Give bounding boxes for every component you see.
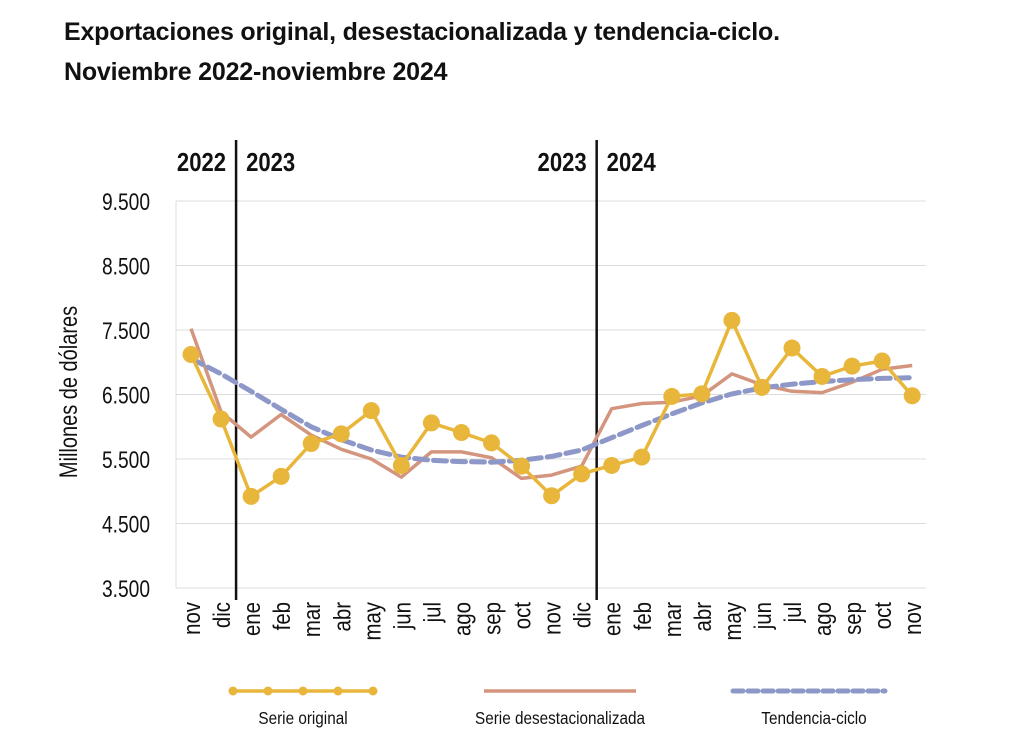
legend-marker [228,686,238,696]
series-line-2 [188,355,915,465]
y-tick-label: 3.500 [102,575,150,603]
y-tick-label: 4.500 [102,510,150,538]
data-point [272,467,290,485]
x-tick-label: ene [239,602,266,636]
series-line-0 [189,318,914,499]
data-point [843,357,861,375]
y-tick-label: 7.500 [102,317,150,345]
data-point [663,387,681,405]
x-tick-label: may [719,601,746,640]
x-tick-label: feb [629,602,656,630]
data-point [723,311,741,329]
x-tick-label: may [359,601,386,640]
x-tick-label: nov [900,601,927,635]
x-tick-label: nov [539,601,566,635]
x-tick-label: mar [299,601,326,637]
data-point [483,434,500,452]
data-point [903,387,921,405]
data-point [452,424,470,442]
x-tick-label: nov [178,601,205,635]
data-point [182,346,200,364]
data-point [753,378,771,396]
year-label: 2022 [177,148,226,177]
year-label: 2023 [538,148,587,177]
data-point [813,367,831,385]
x-tick-label: sep [479,602,506,635]
x-tick-label: oct [870,601,897,629]
chart-title: Exportaciones original, desestacionaliza… [64,18,780,46]
data-point [242,487,260,505]
x-tick-label: sep [840,602,867,635]
legend-marker [263,686,273,696]
data-point [873,352,891,370]
x-tick-label: abr [329,601,356,631]
x-tick-label: jul [779,602,806,623]
x-tick-label: jun [749,602,776,630]
legend-label: Serie original [258,708,347,728]
x-tick-label: dic [569,602,596,628]
x-tick-label: abr [689,601,716,631]
data-point [573,465,591,483]
data-point [603,456,621,474]
x-tick-label: ago [449,602,476,636]
chart-title-block: Exportaciones original, desestacionaliza… [64,12,1004,92]
y-tick-label: 5.500 [102,446,150,474]
data-point [212,410,230,428]
data-point [302,435,320,453]
data-point [783,339,801,357]
x-tick-label: ago [809,602,836,636]
chart-subtitle: Noviembre 2022-noviembre 2024 [64,58,448,86]
x-tick-label: jun [389,602,416,630]
x-tick-label: ene [599,602,626,636]
x-tick-label: mar [659,601,686,637]
legend-marker [368,686,378,696]
y-axis-label: Millones de dólares [55,306,83,478]
data-point [422,414,440,432]
x-tick-label: oct [509,601,536,629]
year-label: 2023 [246,148,295,177]
x-tick-label: dic [208,602,235,628]
data-point [392,456,410,474]
legend-marker [298,686,308,696]
year-label: 2024 [607,148,657,177]
data-point [362,402,380,420]
data-point [633,448,651,466]
data-point [513,457,531,475]
y-tick-label: 6.500 [102,381,150,409]
legend-label: Tendencia-ciclo [761,708,866,728]
y-tick-label: 8.500 [102,252,150,280]
x-tick-label: feb [269,602,296,630]
legend-marker [333,686,343,696]
data-point [543,487,561,505]
legend-label: Serie desestacionalizada [475,708,646,728]
x-tick-label: jul [419,602,446,623]
data-point [693,385,711,403]
data-point [332,425,350,443]
y-tick-label: 9.500 [102,188,150,216]
